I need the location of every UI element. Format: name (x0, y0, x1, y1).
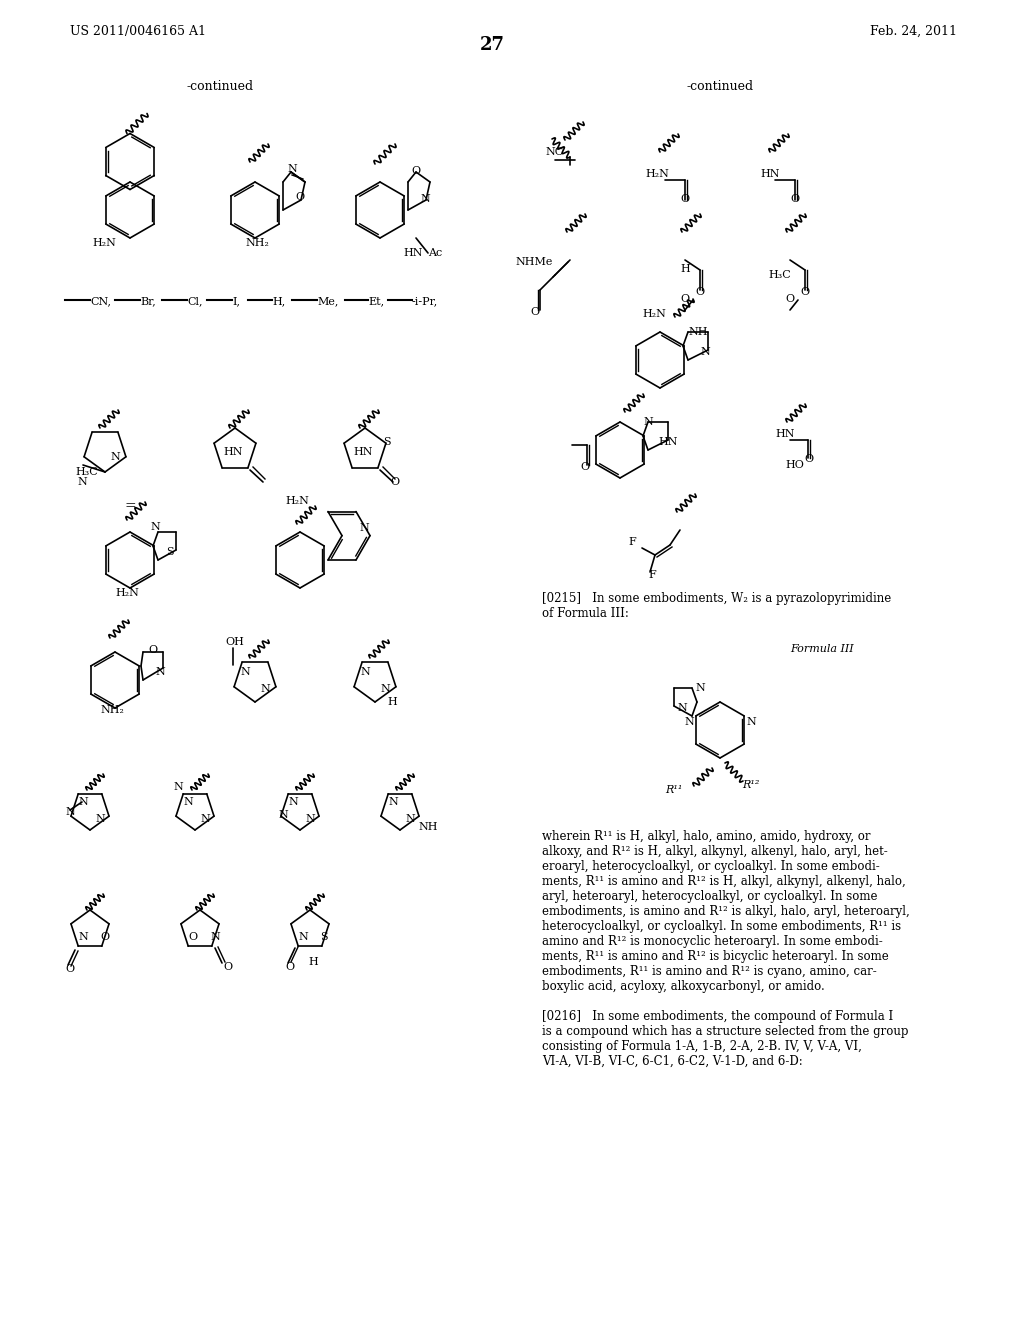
Text: HN: HN (658, 437, 678, 447)
Text: =: = (125, 499, 136, 513)
Text: H,: H, (272, 296, 286, 306)
Text: N: N (677, 704, 687, 713)
Text: [0216]   In some embodiments, the compound of Formula I
is a compound which has : [0216] In some embodiments, the compound… (542, 1010, 908, 1068)
Text: O: O (695, 286, 705, 297)
Text: S: S (319, 932, 328, 942)
Text: HN: HN (403, 248, 423, 257)
Text: N: N (77, 477, 87, 487)
Text: O: O (790, 194, 799, 205)
Text: N: N (359, 523, 369, 533)
Text: O: O (804, 454, 813, 465)
Text: N: N (695, 682, 705, 693)
Text: N: N (110, 451, 120, 462)
Text: O: O (800, 286, 809, 297)
Text: F: F (648, 570, 655, 579)
Text: wherein R¹¹ is H, alkyl, halo, amino, amido, hydroxy, or
alkoxy, and R¹² is H, a: wherein R¹¹ is H, alkyl, halo, amino, am… (542, 830, 909, 993)
Text: O: O (100, 932, 110, 942)
Text: N: N (78, 797, 88, 807)
Text: N: N (65, 807, 75, 817)
Text: HN: HN (223, 447, 243, 457)
Text: N: N (298, 932, 308, 942)
Text: S: S (166, 546, 174, 557)
Text: N: N (183, 797, 193, 807)
Text: I,: I, (232, 296, 240, 306)
Text: NH: NH (418, 822, 437, 832)
Text: O: O (295, 191, 304, 202)
Text: H₃C: H₃C (75, 467, 97, 477)
Text: HN: HN (760, 169, 779, 180)
Text: NH₂: NH₂ (100, 705, 124, 715)
Text: N: N (360, 667, 370, 677)
Text: Ac: Ac (428, 248, 442, 257)
Text: N: N (643, 417, 652, 426)
Text: N: N (420, 194, 430, 205)
Text: N: N (278, 810, 288, 820)
Text: O: O (785, 294, 795, 304)
Text: HN: HN (775, 429, 795, 440)
Text: H₃C: H₃C (768, 271, 791, 280)
Text: H₂N: H₂N (645, 169, 669, 180)
Text: NH₂: NH₂ (245, 238, 269, 248)
Text: H₂N: H₂N (92, 238, 116, 248)
Text: O: O (580, 462, 589, 473)
Text: N: N (288, 797, 298, 807)
Text: HO: HO (785, 459, 804, 470)
Text: N: N (746, 717, 756, 727)
Text: O: O (680, 294, 689, 304)
Text: F: F (628, 537, 636, 546)
Text: O: O (680, 194, 689, 205)
Text: N: N (380, 684, 390, 694)
Text: H: H (387, 697, 396, 708)
Text: H₂N: H₂N (115, 587, 139, 598)
Text: O: O (411, 166, 420, 176)
Text: US 2011/0046165 A1: US 2011/0046165 A1 (70, 25, 206, 38)
Text: Me,: Me, (317, 296, 338, 306)
Text: R¹²: R¹² (742, 780, 760, 789)
Text: N: N (95, 814, 104, 824)
Text: O: O (530, 308, 539, 317)
Text: HN: HN (353, 447, 373, 457)
Text: O: O (223, 962, 232, 972)
Text: N: N (78, 932, 88, 942)
Text: O: O (188, 932, 198, 942)
Text: N: N (150, 521, 160, 532)
Text: N: N (260, 684, 269, 694)
Text: H: H (680, 264, 690, 275)
Text: O: O (390, 477, 399, 487)
Text: -continued: -continued (686, 81, 754, 92)
Text: [0215]   In some embodiments, W₂ is a pyrazolopyrimidine
of Formula III:: [0215] In some embodiments, W₂ is a pyra… (542, 591, 891, 620)
Text: Feb. 24, 2011: Feb. 24, 2011 (870, 25, 957, 38)
Text: O: O (65, 964, 74, 974)
Text: N: N (388, 797, 397, 807)
Text: 27: 27 (479, 36, 505, 54)
Text: N: N (700, 347, 710, 356)
Text: N: N (155, 667, 165, 677)
Text: N: N (200, 814, 210, 824)
Text: R¹¹: R¹¹ (665, 785, 682, 795)
Text: N: N (684, 717, 693, 727)
Text: H₂N: H₂N (285, 495, 309, 506)
Text: -i-Pr,: -i-Pr, (412, 296, 438, 306)
Text: H₂N: H₂N (642, 309, 666, 319)
Text: N: N (173, 781, 182, 792)
Text: -continued: -continued (186, 81, 254, 92)
Text: N: N (210, 932, 220, 942)
Text: S: S (383, 437, 390, 447)
Text: Formula III: Formula III (790, 644, 854, 653)
Text: N: N (406, 814, 415, 824)
Text: Cl,: Cl, (187, 296, 203, 306)
Text: N: N (240, 667, 250, 677)
Text: NC: NC (545, 147, 563, 157)
Text: NHMe: NHMe (515, 257, 552, 267)
Text: OH: OH (225, 638, 244, 647)
Text: Br,: Br, (140, 296, 156, 306)
Text: NH: NH (688, 327, 708, 337)
Text: O: O (148, 645, 157, 655)
Text: N: N (305, 814, 314, 824)
Text: O: O (285, 962, 294, 972)
Text: Et,: Et, (368, 296, 384, 306)
Text: N: N (287, 164, 297, 174)
Text: H: H (308, 957, 317, 968)
Text: CN,: CN, (90, 296, 111, 306)
